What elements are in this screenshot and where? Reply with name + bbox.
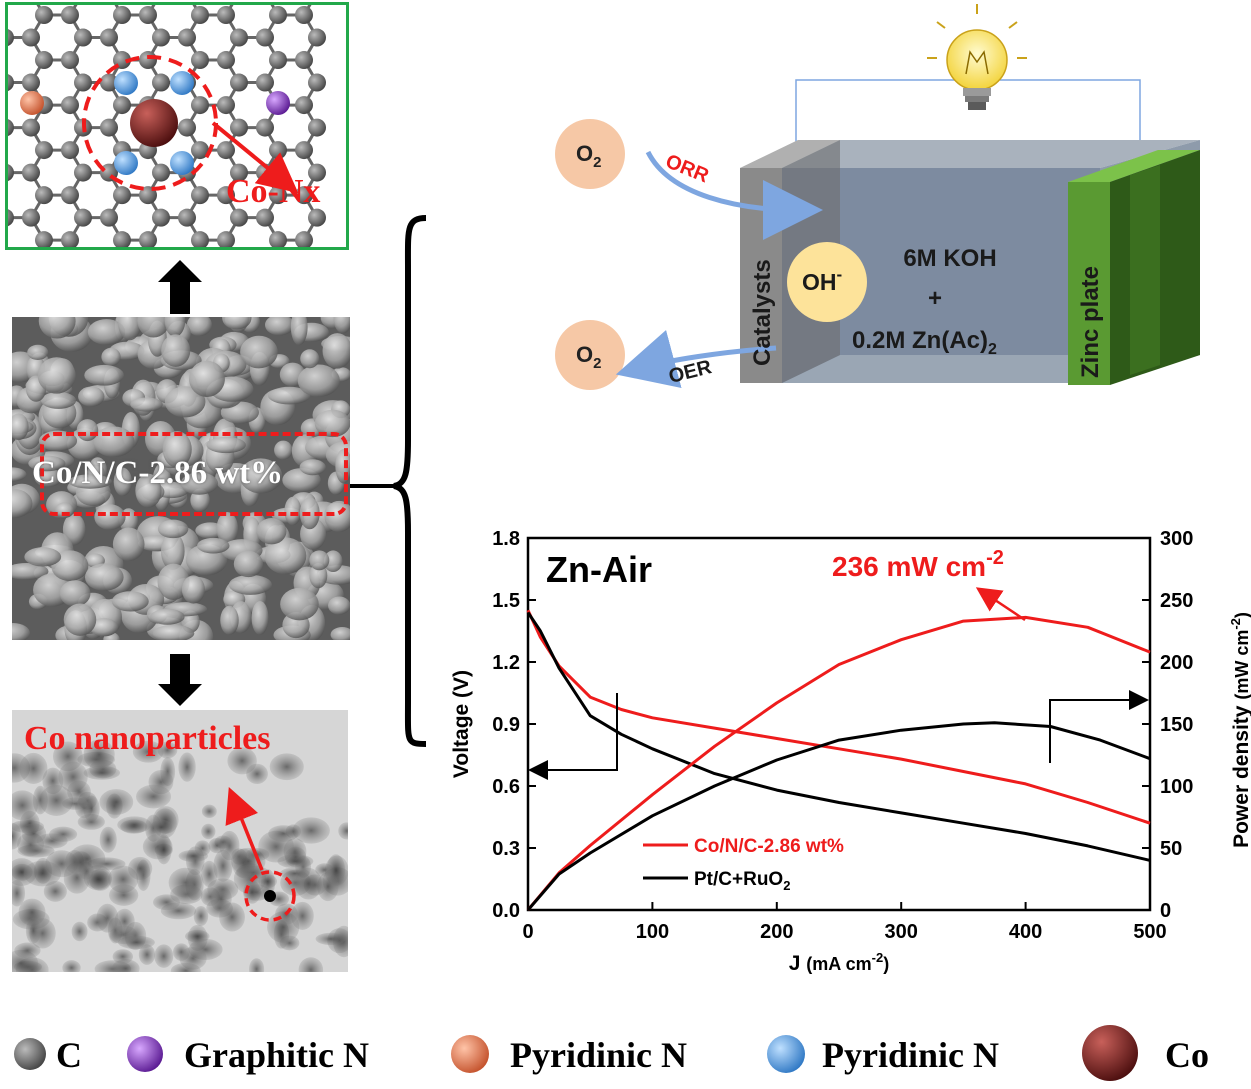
carbon-atom-icon	[14, 1038, 46, 1070]
orr-arrow	[645, 150, 823, 240]
oh-ion	[787, 242, 867, 322]
battery-diagram: O2 O2 ORR OER Catalysts OH- 6M KOH + 0.2…	[540, 0, 1251, 420]
legend-label-c: C	[56, 1035, 82, 1075]
o2-bottom	[555, 320, 625, 390]
battery-svg: O2 O2 ORR OER Catalysts OH- 6M KOH + 0.2…	[555, 4, 1200, 390]
sem-label: Co/N/C-2.86 wt%	[32, 455, 284, 491]
pyridinic-n-atom-icon-orange	[451, 1035, 489, 1073]
zinc-label: Zinc plate	[1077, 266, 1104, 378]
chart-inner-title: Zn-Air	[546, 549, 652, 590]
y2-tick-label: 300	[1160, 528, 1193, 550]
y-tick-label: 0.9	[492, 714, 520, 736]
graphene-lattice	[8, 5, 326, 247]
legend-label-ptc: Pt/C+RuO2	[694, 869, 790, 893]
voltage-axis-indicator	[528, 693, 618, 780]
nanoparticle-arrow	[225, 787, 264, 871]
oer-arrow	[615, 329, 777, 388]
legend-label-graphitic-n: Graphitic N	[184, 1035, 369, 1075]
zinc-plate	[1068, 182, 1110, 385]
legend-label-pyridinic-n-1: Pyridinic N	[510, 1035, 687, 1075]
tem-label: Co nanoparticles	[24, 720, 271, 757]
o2-bottom-label: O2	[576, 342, 601, 372]
tem-image: Co nanoparticles	[12, 710, 348, 972]
x-tick-label: 0	[522, 921, 533, 943]
structure-panel: Co-Nx	[5, 2, 349, 250]
series-line-ptc-ruo2-voltage	[526, 611, 1151, 862]
cobalt-atom-icon	[1082, 1025, 1138, 1081]
pyridinic-n-atom-icon-blue	[767, 1035, 805, 1073]
co-nx-arrow	[211, 121, 299, 194]
y-tick-label: 0.6	[492, 776, 520, 798]
series-line-ptc-ruo2-power	[526, 721, 1151, 911]
x-axis-label: J (mA cm-2)	[789, 950, 889, 975]
legend-label-co: Co/N/C-2.86 wt%	[694, 836, 844, 857]
y2-tick-label: 150	[1160, 714, 1193, 736]
series-line-co-n-c-voltage	[526, 609, 1151, 825]
o2-top-label: O2	[576, 141, 601, 171]
x-tick-label: 100	[636, 921, 669, 943]
oh-label: OH-	[802, 265, 842, 295]
y-tick-label: 1.5	[492, 590, 520, 612]
series-line-co-n-c-power	[526, 615, 1151, 911]
electrolyte-line1: 6M KOH	[903, 245, 996, 272]
y2-tick-label: 250	[1160, 590, 1193, 612]
sem-label-box	[40, 432, 348, 516]
legend-label-co: Co	[1165, 1035, 1209, 1075]
y2-tick-label: 50	[1160, 838, 1182, 860]
catalysts-label: Catalysts	[749, 259, 776, 366]
nanoparticle-circle	[244, 870, 296, 922]
o2-top	[555, 119, 625, 189]
sem-image: Co/N/C-2.86 wt%	[12, 317, 350, 640]
up-arrow	[158, 260, 202, 314]
polarization-chart: 0 100 200 300 400 500 0.0 0.3 0.6 0.9 1.2 1.5 1.8 0 50…	[450, 528, 1251, 975]
y2-tick-label: 0	[1160, 900, 1171, 922]
tem-texture	[12, 739, 348, 972]
orr-label: ORR	[662, 150, 712, 187]
y-tick-label: 0.0	[492, 900, 520, 922]
graphitic-n-atom-icon	[127, 1036, 163, 1072]
y2-tick-label: 200	[1160, 652, 1193, 674]
atom-legend-svg: C Graphitic N Pyridinic N Pyridinic N Co	[14, 1025, 1209, 1081]
electrolyte-line2: 0.2M Zn(Ac)2	[852, 327, 997, 358]
y-tick-label: 1.8	[492, 528, 520, 550]
y-tick-label: 1.2	[492, 652, 520, 674]
x-tick-label: 300	[885, 921, 918, 943]
legend-label-pyridinic-n-2: Pyridinic N	[822, 1035, 999, 1075]
x-tick-label: 200	[760, 921, 793, 943]
light-bulb-icon	[927, 4, 1027, 110]
y-axis-label: Voltage (V)	[450, 670, 473, 778]
x-tick-label: 400	[1009, 921, 1042, 943]
atom-legend: C Graphitic N Pyridinic N Pyridinic N Co	[0, 1022, 1251, 1084]
down-arrow	[158, 654, 202, 706]
y-tick-label: 0.3	[492, 838, 520, 860]
curly-brace	[350, 215, 427, 747]
peak-annotation: 236 mW cm-2	[832, 547, 1004, 582]
electrolyte-plus: +	[928, 285, 942, 312]
y2-tick-label: 100	[1160, 776, 1193, 798]
power-axis-indicator	[1049, 690, 1149, 763]
co-nx-label: Co-Nx	[226, 173, 321, 210]
y2-axis-label: Power density (mW cm-2)	[1228, 612, 1251, 848]
x-tick-label: 500	[1133, 921, 1166, 943]
lattice-atoms	[8, 6, 326, 247]
peak-arrow	[975, 587, 1026, 622]
